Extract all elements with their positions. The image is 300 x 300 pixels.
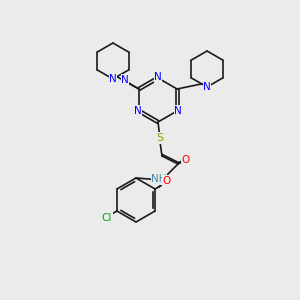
Text: N: N bbox=[154, 72, 162, 82]
Text: O: O bbox=[182, 155, 190, 165]
Text: Cl: Cl bbox=[102, 213, 112, 223]
Text: N: N bbox=[203, 82, 211, 92]
Text: N: N bbox=[174, 106, 182, 116]
Text: N: N bbox=[121, 75, 129, 85]
Text: S: S bbox=[156, 133, 164, 143]
Text: N: N bbox=[109, 74, 117, 84]
Text: NH: NH bbox=[151, 174, 167, 184]
Text: N: N bbox=[134, 106, 142, 116]
Text: O: O bbox=[163, 176, 171, 186]
